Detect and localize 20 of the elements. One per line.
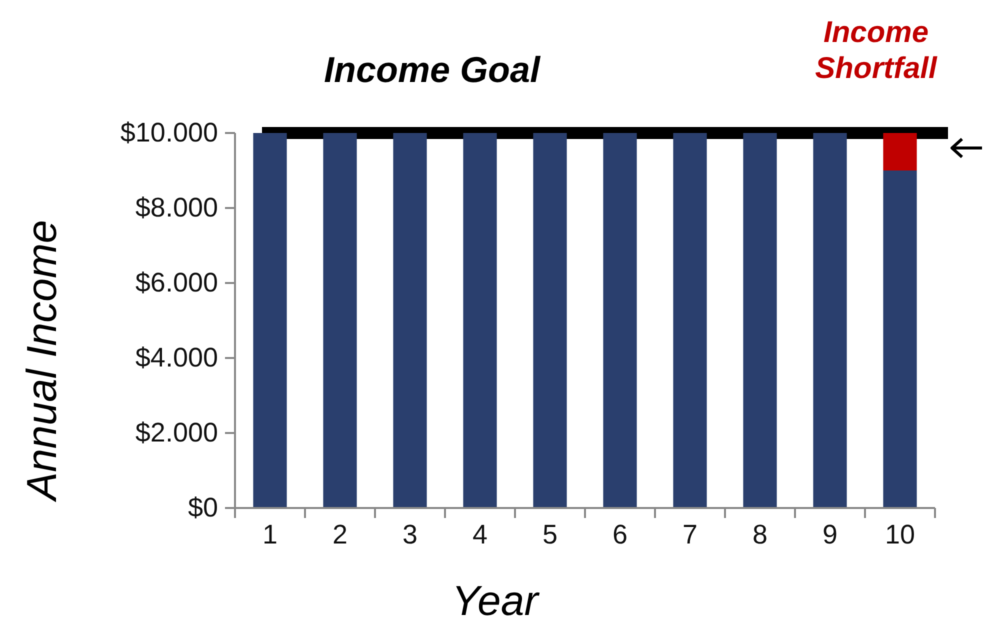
- y-tick-label: $2.000: [135, 418, 218, 448]
- text: Income Shortfall: [815, 16, 938, 85]
- y-tick-label: $8.000: [135, 192, 218, 223]
- x-tick-label: 6: [612, 519, 628, 550]
- x-tick-label: 4: [472, 519, 488, 550]
- x-tick-label: 5: [542, 519, 558, 550]
- x-axis-title: Year: [452, 577, 540, 618]
- y-axis-title: Annual Income: [18, 220, 65, 504]
- x-tick-label: 2: [332, 519, 348, 550]
- x-tick-label: 9: [822, 519, 838, 550]
- y-tick-label: $0: [188, 492, 218, 523]
- x-tick-label: 1: [262, 519, 278, 550]
- ref-line-label: Income Goal: [324, 49, 542, 90]
- y-tick-label: $4.000: [135, 342, 218, 373]
- x-tick-label: 8: [752, 519, 768, 550]
- x-tick-label: 3: [402, 519, 418, 550]
- y-tick-label: $10.000: [120, 118, 218, 148]
- y-tick-label: $6.000: [135, 268, 218, 298]
- x-tick-label: 7: [682, 519, 698, 550]
- x-tick-label: 10: [884, 519, 916, 550]
